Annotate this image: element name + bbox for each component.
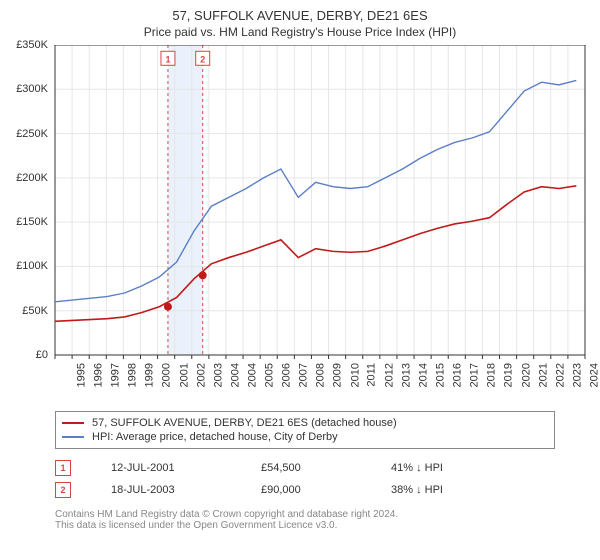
x-tick-label: 1998 [127,363,139,387]
svg-text:2: 2 [200,54,205,64]
x-tick-label: 2005 [264,363,276,387]
legend-label: HPI: Average price, detached house, City… [92,431,338,443]
y-tick-label: £50K [22,305,48,317]
y-tick-label: £350K [16,39,48,51]
x-tick-label: 2017 [469,363,481,387]
x-tick-label: 2008 [315,363,327,387]
x-tick-label: 2023 [571,363,583,387]
sale-pct: 41% ↓ HPI [391,462,443,474]
x-tick-label: 2022 [554,363,566,387]
legend-item: 57, SUFFOLK AVENUE, DERBY, DE21 6ES (det… [62,416,548,430]
x-tick-label: 2012 [383,363,395,387]
sale-date: 18-JUL-2003 [111,484,221,496]
y-tick-label: £300K [16,83,48,95]
x-tick-label: 2006 [281,363,293,387]
y-tick-label: £100K [16,260,48,272]
x-tick-label: 2015 [435,363,447,387]
chart-legend: 57, SUFFOLK AVENUE, DERBY, DE21 6ES (det… [55,411,555,449]
chart-svg: 12 [0,45,600,405]
legend-item: HPI: Average price, detached house, City… [62,430,548,444]
chart-plot-area: 12 £0£50K£100K£150K£200K£250K£300K£350K1… [0,45,600,405]
x-tick-label: 2002 [195,363,207,387]
sale-pct: 38% ↓ HPI [391,484,443,496]
x-tick-label: 2001 [178,363,190,387]
footnote-line1: Contains HM Land Registry data © Crown c… [55,509,600,520]
sales-table: 1 12-JUL-2001 £54,500 41% ↓ HPI 2 18-JUL-2003… [55,457,600,501]
sale-row: 1 12-JUL-2001 £54,500 41% ↓ HPI [55,457,600,479]
footnote: Contains HM Land Registry data © Crown c… [55,509,600,531]
x-tick-label: 2024 [588,363,600,387]
y-tick-label: £150K [16,216,48,228]
y-tick-label: £200K [16,172,48,184]
chart-subtitle: Price paid vs. HM Land Registry's House … [0,23,600,45]
legend-swatch [62,422,84,424]
sale-marker-box: 1 [55,460,71,476]
x-tick-label: 2013 [400,363,412,387]
x-tick-label: 2011 [365,363,377,387]
x-tick-label: 2014 [417,363,429,387]
x-tick-label: 2019 [503,363,515,387]
x-tick-label: 1999 [144,363,156,387]
sale-date: 12-JUL-2001 [111,462,221,474]
x-tick-label: 2021 [537,363,549,387]
sale-marker-box: 2 [55,482,71,498]
chart-title: 57, SUFFOLK AVENUE, DERBY, DE21 6ES [0,0,600,23]
sale-price: £54,500 [261,462,351,474]
x-tick-label: 2009 [332,363,344,387]
x-tick-label: 1997 [110,363,122,387]
x-tick-label: 1996 [93,363,105,387]
legend-label: 57, SUFFOLK AVENUE, DERBY, DE21 6ES (det… [92,417,397,429]
x-tick-label: 2007 [298,363,310,387]
x-tick-label: 2010 [349,363,361,387]
x-tick-label: 2000 [161,363,173,387]
x-tick-label: 2004 [229,363,241,387]
footnote-line2: This data is licensed under the Open Gov… [55,520,600,531]
sale-price: £90,000 [261,484,351,496]
legend-swatch [62,436,84,438]
chart-container: 57, SUFFOLK AVENUE, DERBY, DE21 6ES Pric… [0,0,600,560]
y-tick-label: £0 [36,349,48,361]
svg-text:1: 1 [165,54,170,64]
y-tick-label: £250K [16,128,48,140]
x-tick-label: 1995 [75,363,87,387]
x-tick-label: 2016 [452,363,464,387]
sale-row: 2 18-JUL-2003 £90,000 38% ↓ HPI [55,479,600,501]
x-tick-label: 2020 [520,363,532,387]
x-tick-label: 2004 [246,363,258,387]
x-tick-label: 2003 [212,363,224,387]
x-tick-label: 2018 [486,363,498,387]
